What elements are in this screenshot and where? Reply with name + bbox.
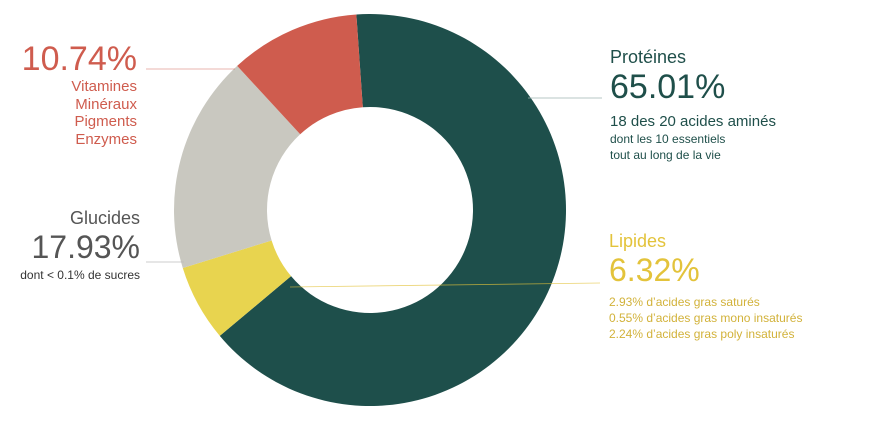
- enzymes-line: Enzymes: [75, 130, 137, 148]
- donut-slice-0: [219, 14, 567, 407]
- glucides-name: Glucides: [69, 208, 140, 228]
- vitamines-line: Vitamines: [71, 78, 137, 95]
- lipides-name: Lipides: [609, 231, 667, 251]
- donut-slice-2: [174, 65, 301, 269]
- glucides-percent: 17.93%: [31, 229, 140, 265]
- proteines-percent: 65.01%: [610, 68, 726, 106]
- glucides-note: dont < 0.1% de sucres: [20, 268, 140, 282]
- proteines-note-essentials: dont les 10 essentiels: [610, 132, 726, 146]
- lipides-note-satures: 2.93% d’acides gras saturés: [609, 295, 760, 309]
- donut-slice-3: [237, 14, 363, 135]
- leader-line-lipides: [289, 282, 601, 288]
- lipides-percent: 6.32%: [609, 252, 700, 288]
- donut-slice-1: [182, 240, 292, 336]
- label-proteines: Protéines 65.01% 18 des 20 acides aminés…: [610, 46, 776, 163]
- proteines-name: Protéines: [610, 47, 687, 67]
- proteines-note-life: tout au long de la vie: [610, 148, 721, 162]
- vitamines-percent: 10.74%: [21, 40, 137, 78]
- lipides-note-mono: 0.55% d’acides gras mono insaturés: [609, 311, 803, 325]
- mineraux-line: Minéraux: [75, 95, 137, 113]
- pigments-line: Pigments: [74, 113, 137, 130]
- label-vitamines: 10.74% Vitamines Minéraux Pigments Enzym…: [22, 40, 137, 148]
- donut-segments: [174, 14, 567, 407]
- lipides-note-poly: 2.24% d’acides gras poly insaturés: [609, 327, 795, 341]
- label-glucides: Glucides 17.93% dont < 0.1% de sucres: [20, 207, 140, 283]
- label-lipides: Lipides 6.32% 2.93% d’acides gras saturé…: [609, 230, 802, 342]
- proteines-note-amino: 18 des 20 acides aminés: [610, 113, 776, 130]
